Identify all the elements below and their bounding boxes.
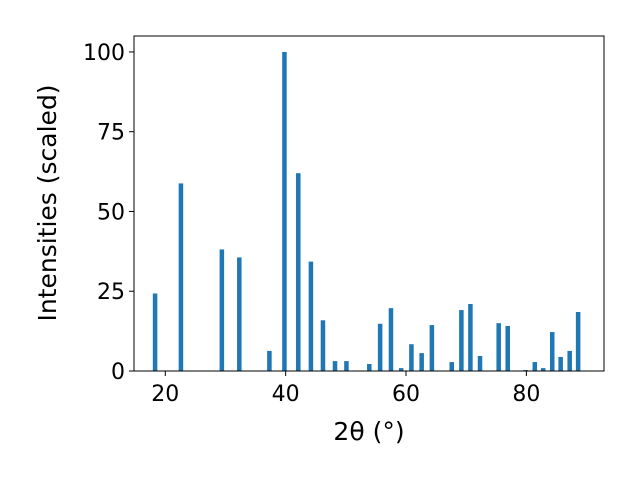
bar-0 <box>152 293 158 371</box>
bar-11 <box>367 363 372 371</box>
bar-23 <box>505 326 510 371</box>
bars-group <box>152 51 581 371</box>
bar-4 <box>267 350 272 371</box>
bar-18 <box>449 362 454 371</box>
bar-25 <box>532 362 538 371</box>
bar-17 <box>429 325 435 371</box>
bar-15 <box>409 344 414 371</box>
bar-14 <box>398 368 404 371</box>
y-tick-label-0: 0 <box>111 360 125 385</box>
plot-frame <box>133 35 605 372</box>
bar-9 <box>332 361 338 371</box>
bar-19 <box>459 310 464 371</box>
bar-12 <box>377 323 383 371</box>
bar-2 <box>219 249 225 371</box>
bar-16 <box>419 353 424 371</box>
bar-1 <box>178 183 184 371</box>
x-tick-label-3: 80 <box>512 382 540 407</box>
bar-3 <box>237 257 242 371</box>
y-axis-label: Intensities (scaled) <box>33 84 62 321</box>
y-tick-label-1: 25 <box>97 280 125 305</box>
bar-6 <box>296 173 301 371</box>
x-axis-label: 2θ (°) <box>333 417 404 446</box>
bar-8 <box>320 320 326 371</box>
y-tick-label-3: 75 <box>97 121 125 146</box>
y-axis-ticks: 0 25 50 75 100 <box>83 41 134 385</box>
bar-29 <box>567 350 572 371</box>
bar-7 <box>308 261 314 371</box>
x-tick-label-0: 20 <box>151 382 179 407</box>
bar-10 <box>344 361 349 371</box>
x-tick-label-1: 40 <box>272 382 300 407</box>
bar-21 <box>477 356 483 371</box>
bar-27 <box>549 332 555 371</box>
x-tick-label-2: 60 <box>392 382 420 407</box>
y-tick-label-4: 100 <box>83 41 125 66</box>
y-tick-label-2: 50 <box>97 200 125 225</box>
bar-5 <box>282 51 287 371</box>
bar-22 <box>496 323 501 371</box>
bar-13 <box>388 308 394 371</box>
bar-30 <box>575 311 581 371</box>
bar-26 <box>540 368 546 371</box>
x-axis-ticks: 20 40 60 80 <box>151 371 540 407</box>
bar-28 <box>558 356 563 371</box>
bar-20 <box>468 304 473 371</box>
